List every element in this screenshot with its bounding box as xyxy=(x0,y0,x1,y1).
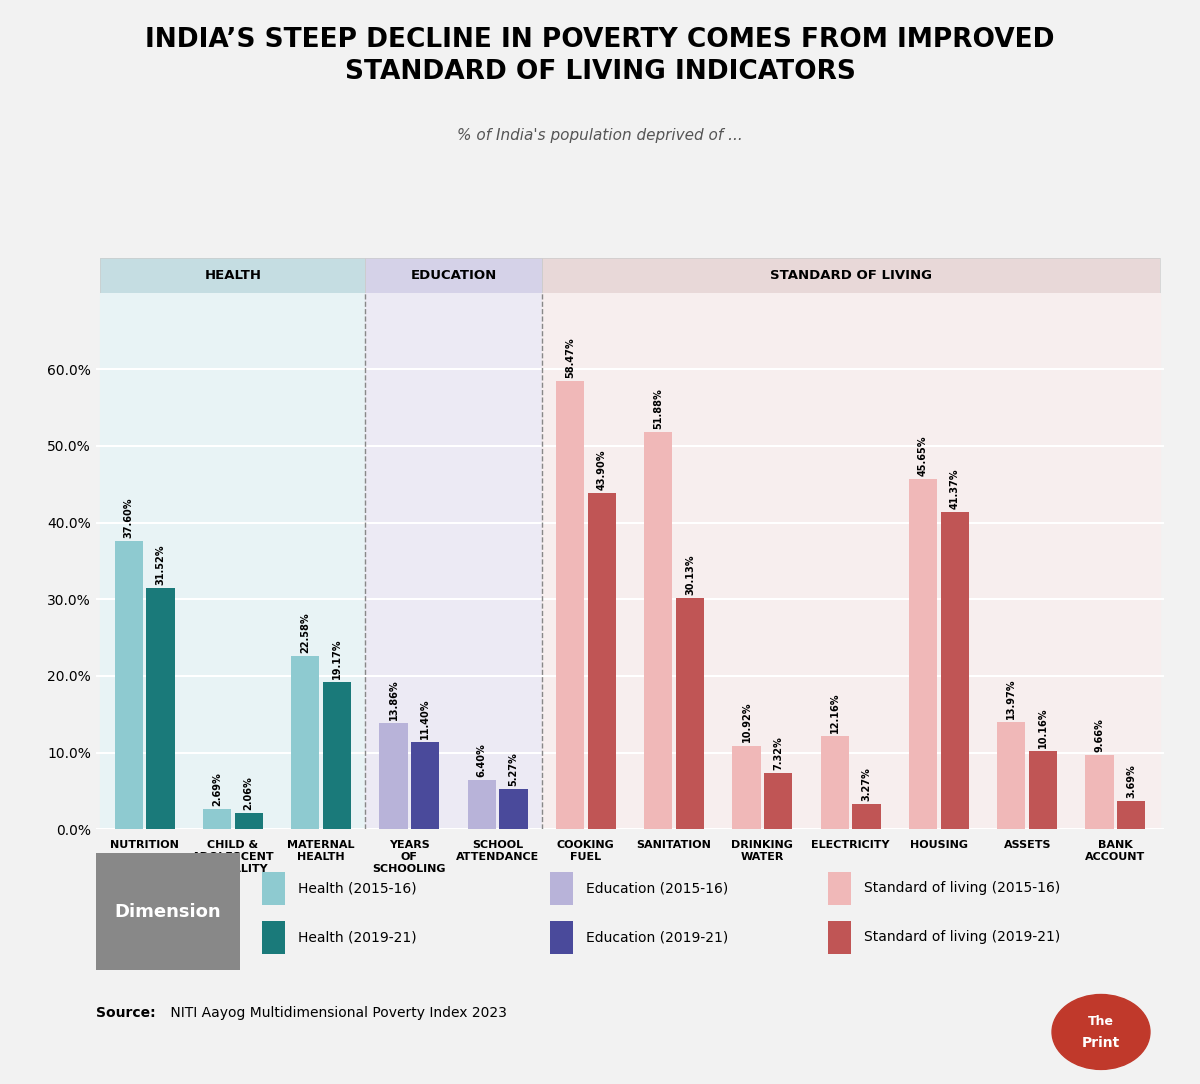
Bar xyxy=(556,382,584,829)
Text: 7.32%: 7.32% xyxy=(773,736,784,770)
Text: 31.52%: 31.52% xyxy=(156,544,166,584)
Bar xyxy=(1086,756,1114,829)
Text: EDUCATION: EDUCATION xyxy=(410,269,497,282)
Text: 6.40%: 6.40% xyxy=(476,744,487,777)
Text: 30.13%: 30.13% xyxy=(685,555,695,595)
FancyBboxPatch shape xyxy=(828,921,851,954)
Bar xyxy=(732,746,761,829)
Bar xyxy=(203,809,232,829)
FancyBboxPatch shape xyxy=(550,872,574,905)
Text: Health (2015-16): Health (2015-16) xyxy=(298,881,416,895)
Text: 13.97%: 13.97% xyxy=(1007,679,1016,719)
Bar xyxy=(941,512,968,829)
Text: Standard of living (2019-21): Standard of living (2019-21) xyxy=(864,930,1060,944)
Text: 2.69%: 2.69% xyxy=(212,772,222,805)
Bar xyxy=(365,258,541,293)
Text: Dimension: Dimension xyxy=(115,903,222,920)
FancyBboxPatch shape xyxy=(550,921,574,954)
Bar xyxy=(101,258,365,293)
Bar xyxy=(1117,801,1146,829)
Bar xyxy=(234,813,263,829)
Bar xyxy=(644,431,672,829)
Text: 5.27%: 5.27% xyxy=(509,752,518,786)
FancyBboxPatch shape xyxy=(262,921,286,954)
Bar xyxy=(323,682,352,829)
Bar xyxy=(365,293,541,829)
Circle shape xyxy=(1052,994,1150,1070)
Bar xyxy=(101,293,365,829)
Text: 41.37%: 41.37% xyxy=(950,468,960,509)
Text: 58.47%: 58.47% xyxy=(565,337,575,378)
Text: 9.66%: 9.66% xyxy=(1094,719,1104,752)
FancyBboxPatch shape xyxy=(828,872,851,905)
Bar xyxy=(146,588,174,829)
Text: 12.16%: 12.16% xyxy=(829,693,840,733)
Bar xyxy=(541,293,1159,829)
Bar xyxy=(365,258,541,293)
Text: HEALTH: HEALTH xyxy=(204,269,262,282)
Bar xyxy=(997,722,1026,829)
Bar xyxy=(412,741,439,829)
Bar xyxy=(821,736,848,829)
Text: Print: Print xyxy=(1082,1036,1120,1050)
Text: 19.17%: 19.17% xyxy=(332,638,342,680)
Bar xyxy=(908,479,937,829)
Bar xyxy=(541,258,1159,293)
Text: 10.92%: 10.92% xyxy=(742,702,751,743)
Text: 3.69%: 3.69% xyxy=(1127,764,1136,798)
Text: 43.90%: 43.90% xyxy=(596,449,607,490)
Text: 37.60%: 37.60% xyxy=(124,498,133,538)
FancyBboxPatch shape xyxy=(96,853,240,970)
Text: NITI Aayog Multidimensional Poverty Index 2023: NITI Aayog Multidimensional Poverty Inde… xyxy=(166,1006,506,1020)
Text: 10.16%: 10.16% xyxy=(1038,708,1048,748)
Bar xyxy=(101,258,365,293)
Text: 22.58%: 22.58% xyxy=(300,612,310,653)
Text: Education (2019-21): Education (2019-21) xyxy=(587,930,728,944)
Text: INDIA’S STEEP DECLINE IN POVERTY COMES FROM IMPROVED
STANDARD OF LIVING INDICATO: INDIA’S STEEP DECLINE IN POVERTY COMES F… xyxy=(145,27,1055,86)
Bar xyxy=(764,773,792,829)
Text: 11.40%: 11.40% xyxy=(420,698,431,739)
Text: 45.65%: 45.65% xyxy=(918,436,928,476)
FancyBboxPatch shape xyxy=(262,872,286,905)
Text: Source:: Source: xyxy=(96,1006,156,1020)
Text: 2.06%: 2.06% xyxy=(244,776,253,811)
Text: Education (2015-16): Education (2015-16) xyxy=(587,881,728,895)
Text: 3.27%: 3.27% xyxy=(862,767,871,801)
Bar xyxy=(379,723,408,829)
Text: Health (2019-21): Health (2019-21) xyxy=(298,930,416,944)
Text: Standard of living (2015-16): Standard of living (2015-16) xyxy=(864,881,1060,895)
Bar xyxy=(468,780,496,829)
Bar xyxy=(292,656,319,829)
Bar xyxy=(541,258,1159,293)
Bar xyxy=(588,493,616,829)
Text: 13.86%: 13.86% xyxy=(389,680,398,720)
Bar xyxy=(499,789,528,829)
Text: The: The xyxy=(1088,1015,1114,1028)
Text: % of India's population deprived of ...: % of India's population deprived of ... xyxy=(457,128,743,143)
Bar xyxy=(1028,751,1057,829)
Text: 51.88%: 51.88% xyxy=(653,388,664,428)
Bar xyxy=(852,804,881,829)
Bar xyxy=(114,541,143,829)
Text: STANDARD OF LIVING: STANDARD OF LIVING xyxy=(769,269,931,282)
Bar xyxy=(676,598,704,829)
